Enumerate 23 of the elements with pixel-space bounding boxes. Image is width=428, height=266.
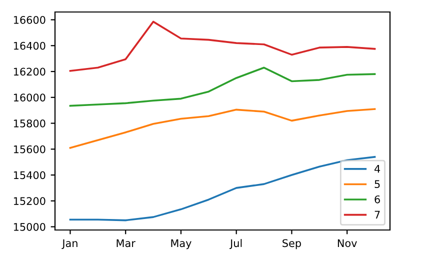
legend-label: 5: [374, 180, 380, 188]
y-tick-label: 15000: [14, 222, 46, 231]
x-tick-label: Nov: [338, 239, 357, 248]
legend-label: 6: [374, 195, 380, 204]
y-tick-label: 15600: [14, 145, 46, 154]
x-tick-label: Mar: [116, 239, 136, 248]
y-tick-label: 16000: [14, 94, 46, 102]
y-tick-label: 16600: [14, 16, 46, 24]
line-series: [69, 20, 376, 72]
y-tick-label: 15800: [14, 119, 46, 128]
x-tick-label: Jul: [230, 239, 242, 250]
line-series: [69, 66, 376, 107]
y-tick-label: 16400: [14, 42, 46, 50]
y-tick-label: 15400: [14, 171, 46, 180]
x-tick-label: May: [171, 239, 192, 250]
x-tick-label: Jan: [62, 239, 78, 250]
x-tick-label: Sep: [282, 239, 301, 250]
legend-label: 4: [374, 164, 380, 173]
legend-label: 7: [374, 210, 380, 218]
line-series: [69, 156, 376, 222]
y-tick-label: 16200: [14, 68, 46, 76]
y-tick-label: 15200: [14, 197, 46, 205]
line-series: [69, 108, 376, 149]
